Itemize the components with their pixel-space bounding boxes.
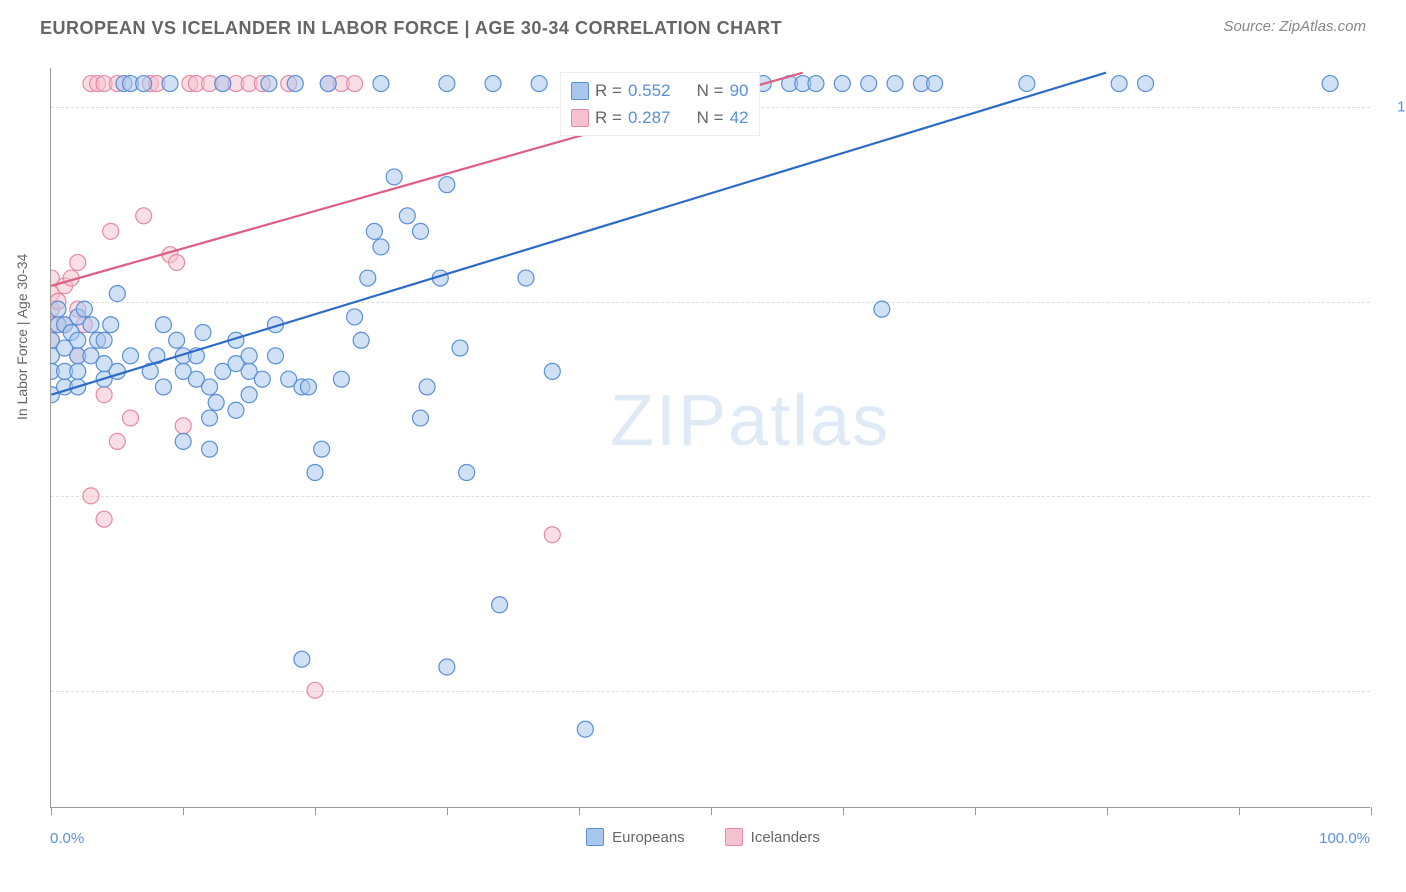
x-tick: [315, 807, 316, 815]
y-tick-label: 75.0%: [1378, 488, 1406, 505]
y-tick-label: 87.5%: [1378, 293, 1406, 310]
legend-item: Icelanders: [725, 828, 820, 846]
scatter-plot-svg: [51, 68, 1370, 807]
x-tick: [183, 807, 184, 815]
legend-swatch: [725, 828, 743, 846]
y-tick-label: 62.5%: [1378, 683, 1406, 700]
x-tick: [975, 807, 976, 815]
stats-legend: R = 0.552 N = 90 R = 0.287 N = 42: [560, 72, 760, 136]
x-tick: [1239, 807, 1240, 815]
x-tick: [51, 807, 52, 815]
x-tick: [1107, 807, 1108, 815]
legend-item: Europeans: [586, 828, 685, 846]
x-tick: [579, 807, 580, 815]
y-tick-label: 100.0%: [1378, 98, 1406, 115]
x-tick: [711, 807, 712, 815]
legend-swatch: [571, 82, 589, 100]
legend-swatch: [571, 109, 589, 127]
source-attribution: Source: ZipAtlas.com: [1223, 18, 1366, 35]
legend-label: Icelanders: [751, 829, 820, 846]
legend-label: Europeans: [612, 829, 685, 846]
plot-area: 62.5%75.0%87.5%100.0%: [50, 68, 1370, 808]
chart-title: EUROPEAN VS ICELANDER IN LABOR FORCE | A…: [40, 18, 782, 39]
stats-legend-row: R = 0.552 N = 90: [571, 77, 749, 104]
x-tick: [447, 807, 448, 815]
y-axis-label: In Labor Force | Age 30-34: [14, 254, 30, 420]
legend-swatch: [586, 828, 604, 846]
x-tick: [1371, 807, 1372, 815]
series-legend: Europeans Icelanders: [0, 828, 1406, 846]
stats-legend-row: R = 0.287 N = 42: [571, 104, 749, 131]
x-tick: [843, 807, 844, 815]
